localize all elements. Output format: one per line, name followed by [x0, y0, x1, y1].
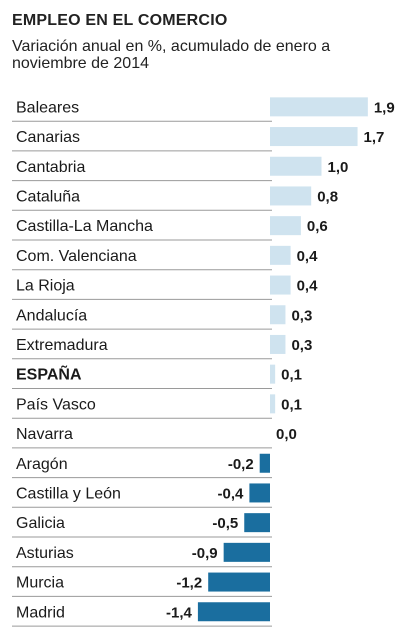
category-label-asturias: Asturias [16, 545, 74, 562]
bar-extremadura [270, 334, 286, 354]
category-label-murcia: Murcia [16, 575, 64, 592]
bar-cataluna [270, 186, 312, 206]
category-label-pais-vasco: País Vasco [16, 396, 96, 413]
value-label-andalucia: 0,3 [291, 307, 312, 324]
category-label-cataluna: Cataluña [16, 188, 80, 205]
chart-title: EMPLEO EN EL COMERCIO [12, 12, 228, 29]
bar-espana [270, 364, 276, 384]
category-label-madrid: Madrid [16, 604, 65, 621]
bar-murcia [208, 572, 270, 592]
value-label-baleares: 1,9 [374, 99, 395, 116]
value-label-asturias: -0,9 [192, 545, 218, 562]
value-label-castilla-y-leon: -0,4 [218, 485, 245, 502]
category-label-la-rioja: La Rioja [16, 278, 75, 295]
category-label-cantabria: Cantabria [16, 159, 85, 176]
bar-castilla-la-mancha [270, 216, 301, 236]
value-label-pais-vasco: 0,1 [281, 396, 302, 413]
value-label-canarias: 1,7 [364, 129, 385, 146]
category-label-andalucia: Andalucía [16, 307, 87, 324]
chart-subtitle: Variación anual en %, acumulado de enero… [12, 38, 331, 72]
value-label-extremadura: 0,3 [291, 337, 312, 354]
category-label-espana: ESPAÑA [16, 364, 82, 384]
bar-la-rioja [270, 275, 291, 295]
category-label-canarias: Canarias [16, 129, 80, 146]
value-label-madrid: -1,4 [166, 604, 193, 621]
category-label-extremadura: Extremadura [16, 337, 108, 354]
bar-castilla-y-leon [249, 483, 270, 503]
bar-aragon [259, 453, 270, 473]
category-label-galicia: Galicia [16, 515, 65, 532]
value-label-navarra: 0,0 [276, 426, 297, 443]
category-label-navarra: Navarra [16, 426, 73, 443]
category-label-castilla-y-leon: Castilla y León [16, 485, 121, 502]
value-label-com-valenciana: 0,4 [297, 248, 319, 265]
bar-andalucia [270, 305, 286, 325]
category-label-com-valenciana: Com. Valenciana [16, 248, 137, 265]
value-label-espana: 0,1 [281, 367, 302, 384]
category-label-aragon: Aragón [16, 456, 68, 473]
category-label-baleares: Baleares [16, 99, 79, 116]
bar-galicia [244, 513, 270, 533]
bar-baleares [270, 97, 368, 117]
value-label-galicia: -0,5 [212, 515, 238, 532]
value-label-cataluna: 0,8 [317, 188, 338, 205]
bar-com-valenciana [270, 245, 291, 265]
bar-madrid [197, 602, 270, 622]
value-label-murcia: -1,2 [176, 575, 202, 592]
category-label-castilla-la-mancha: Castilla-La Mancha [16, 218, 153, 235]
bar-canarias [270, 127, 358, 147]
bar-pais-vasco [270, 394, 276, 414]
bar-asturias [223, 542, 270, 562]
bar-cantabria [270, 156, 322, 176]
value-label-aragon: -0,2 [228, 456, 254, 473]
value-label-la-rioja: 0,4 [297, 278, 319, 295]
value-label-castilla-la-mancha: 0,6 [307, 218, 328, 235]
value-label-cantabria: 1,0 [328, 159, 349, 176]
